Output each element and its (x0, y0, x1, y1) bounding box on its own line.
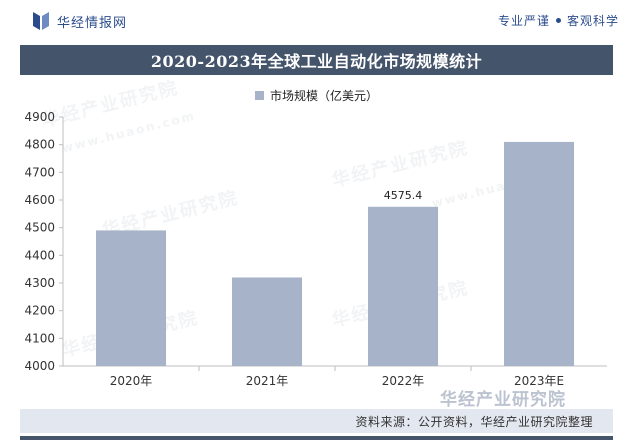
footer: 资料来源：公开资料，华经产业研究院整理 (20, 409, 613, 433)
x-tick-label: 2023年E (514, 374, 564, 388)
y-tick-label: 4200 (24, 304, 55, 318)
legend-label: 市场规模（亿美元） (269, 88, 378, 103)
title-bar: 2020-2023年全球工业自动化市场规模统计 (20, 45, 613, 75)
x-tick-label: 2022年 (382, 374, 425, 388)
x-tick-label: 2020年 (110, 374, 153, 388)
bottom-rule (20, 436, 613, 440)
brand: 华经情报网 (33, 10, 127, 32)
data-label: 4575.4 (384, 189, 423, 202)
x-tick-label: 2021年 (246, 374, 289, 388)
y-tick-label: 4600 (24, 193, 55, 207)
bar (232, 277, 302, 366)
y-tick-label: 4000 (24, 359, 55, 373)
bar (368, 206, 438, 366)
y-tick-label: 4800 (24, 138, 55, 152)
y-tick-label: 4900 (24, 110, 55, 124)
chart-title: 2020-2023年全球工业自动化市场规模统计 (150, 52, 483, 71)
brand-logo-icon (33, 12, 49, 30)
y-tick-label: 4400 (24, 248, 55, 262)
legend-swatch (254, 90, 264, 100)
source-note: 资料来源：公开资料，华经产业研究院整理 (355, 415, 593, 429)
watermark-logo: 华经产业研究院 (440, 390, 566, 410)
y-tick-label: 4300 (24, 276, 55, 290)
slogan-left: 专业严谨 (497, 14, 550, 28)
y-tick-label: 4700 (24, 165, 55, 179)
bar (504, 141, 574, 366)
brand-name: 华经情报网 (57, 15, 128, 31)
bar (96, 230, 166, 366)
y-tick-label: 4100 (24, 331, 55, 345)
legend: 市场规模（亿美元） (0, 85, 633, 105)
slogan: 专业严谨 客观科学 (498, 12, 619, 29)
bullet-icon (555, 18, 561, 23)
slogan-right: 客观科学 (566, 14, 619, 28)
header-bar: 华经情报网 专业严谨 客观科学 (0, 0, 633, 40)
y-tick-label: 4500 (24, 221, 55, 235)
